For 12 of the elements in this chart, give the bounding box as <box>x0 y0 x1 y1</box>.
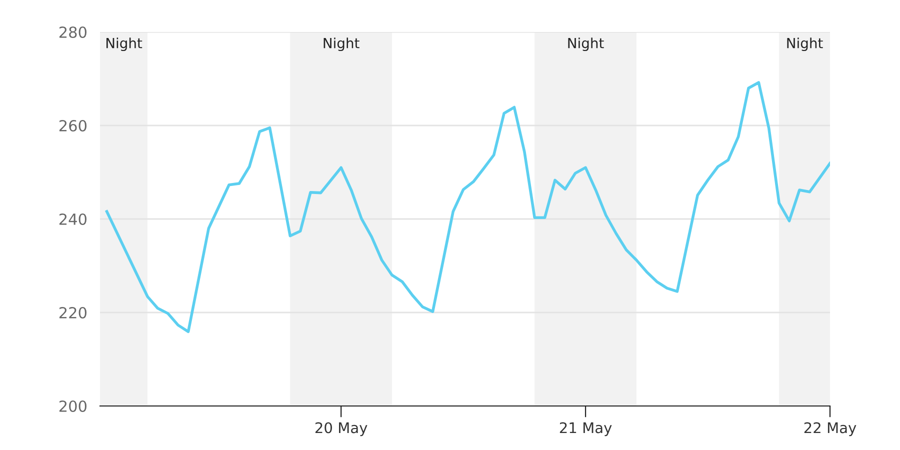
y-tick-label: 240 <box>59 213 86 226</box>
x-tick-label: 22 May <box>804 422 856 436</box>
y-tick-label: 220 <box>59 306 86 319</box>
x-tick-label: 21 May <box>560 422 612 436</box>
band-label: Night <box>106 38 142 52</box>
y-tick-label: 280 <box>59 26 86 38</box>
band-label: Night <box>787 38 823 52</box>
band-label: Night <box>568 38 604 52</box>
x-tick-label: 20 May <box>315 422 368 436</box>
y-tick-label: 200 <box>59 400 86 412</box>
band-label: Night <box>324 38 360 52</box>
y-tick-label: 260 <box>59 120 86 132</box>
